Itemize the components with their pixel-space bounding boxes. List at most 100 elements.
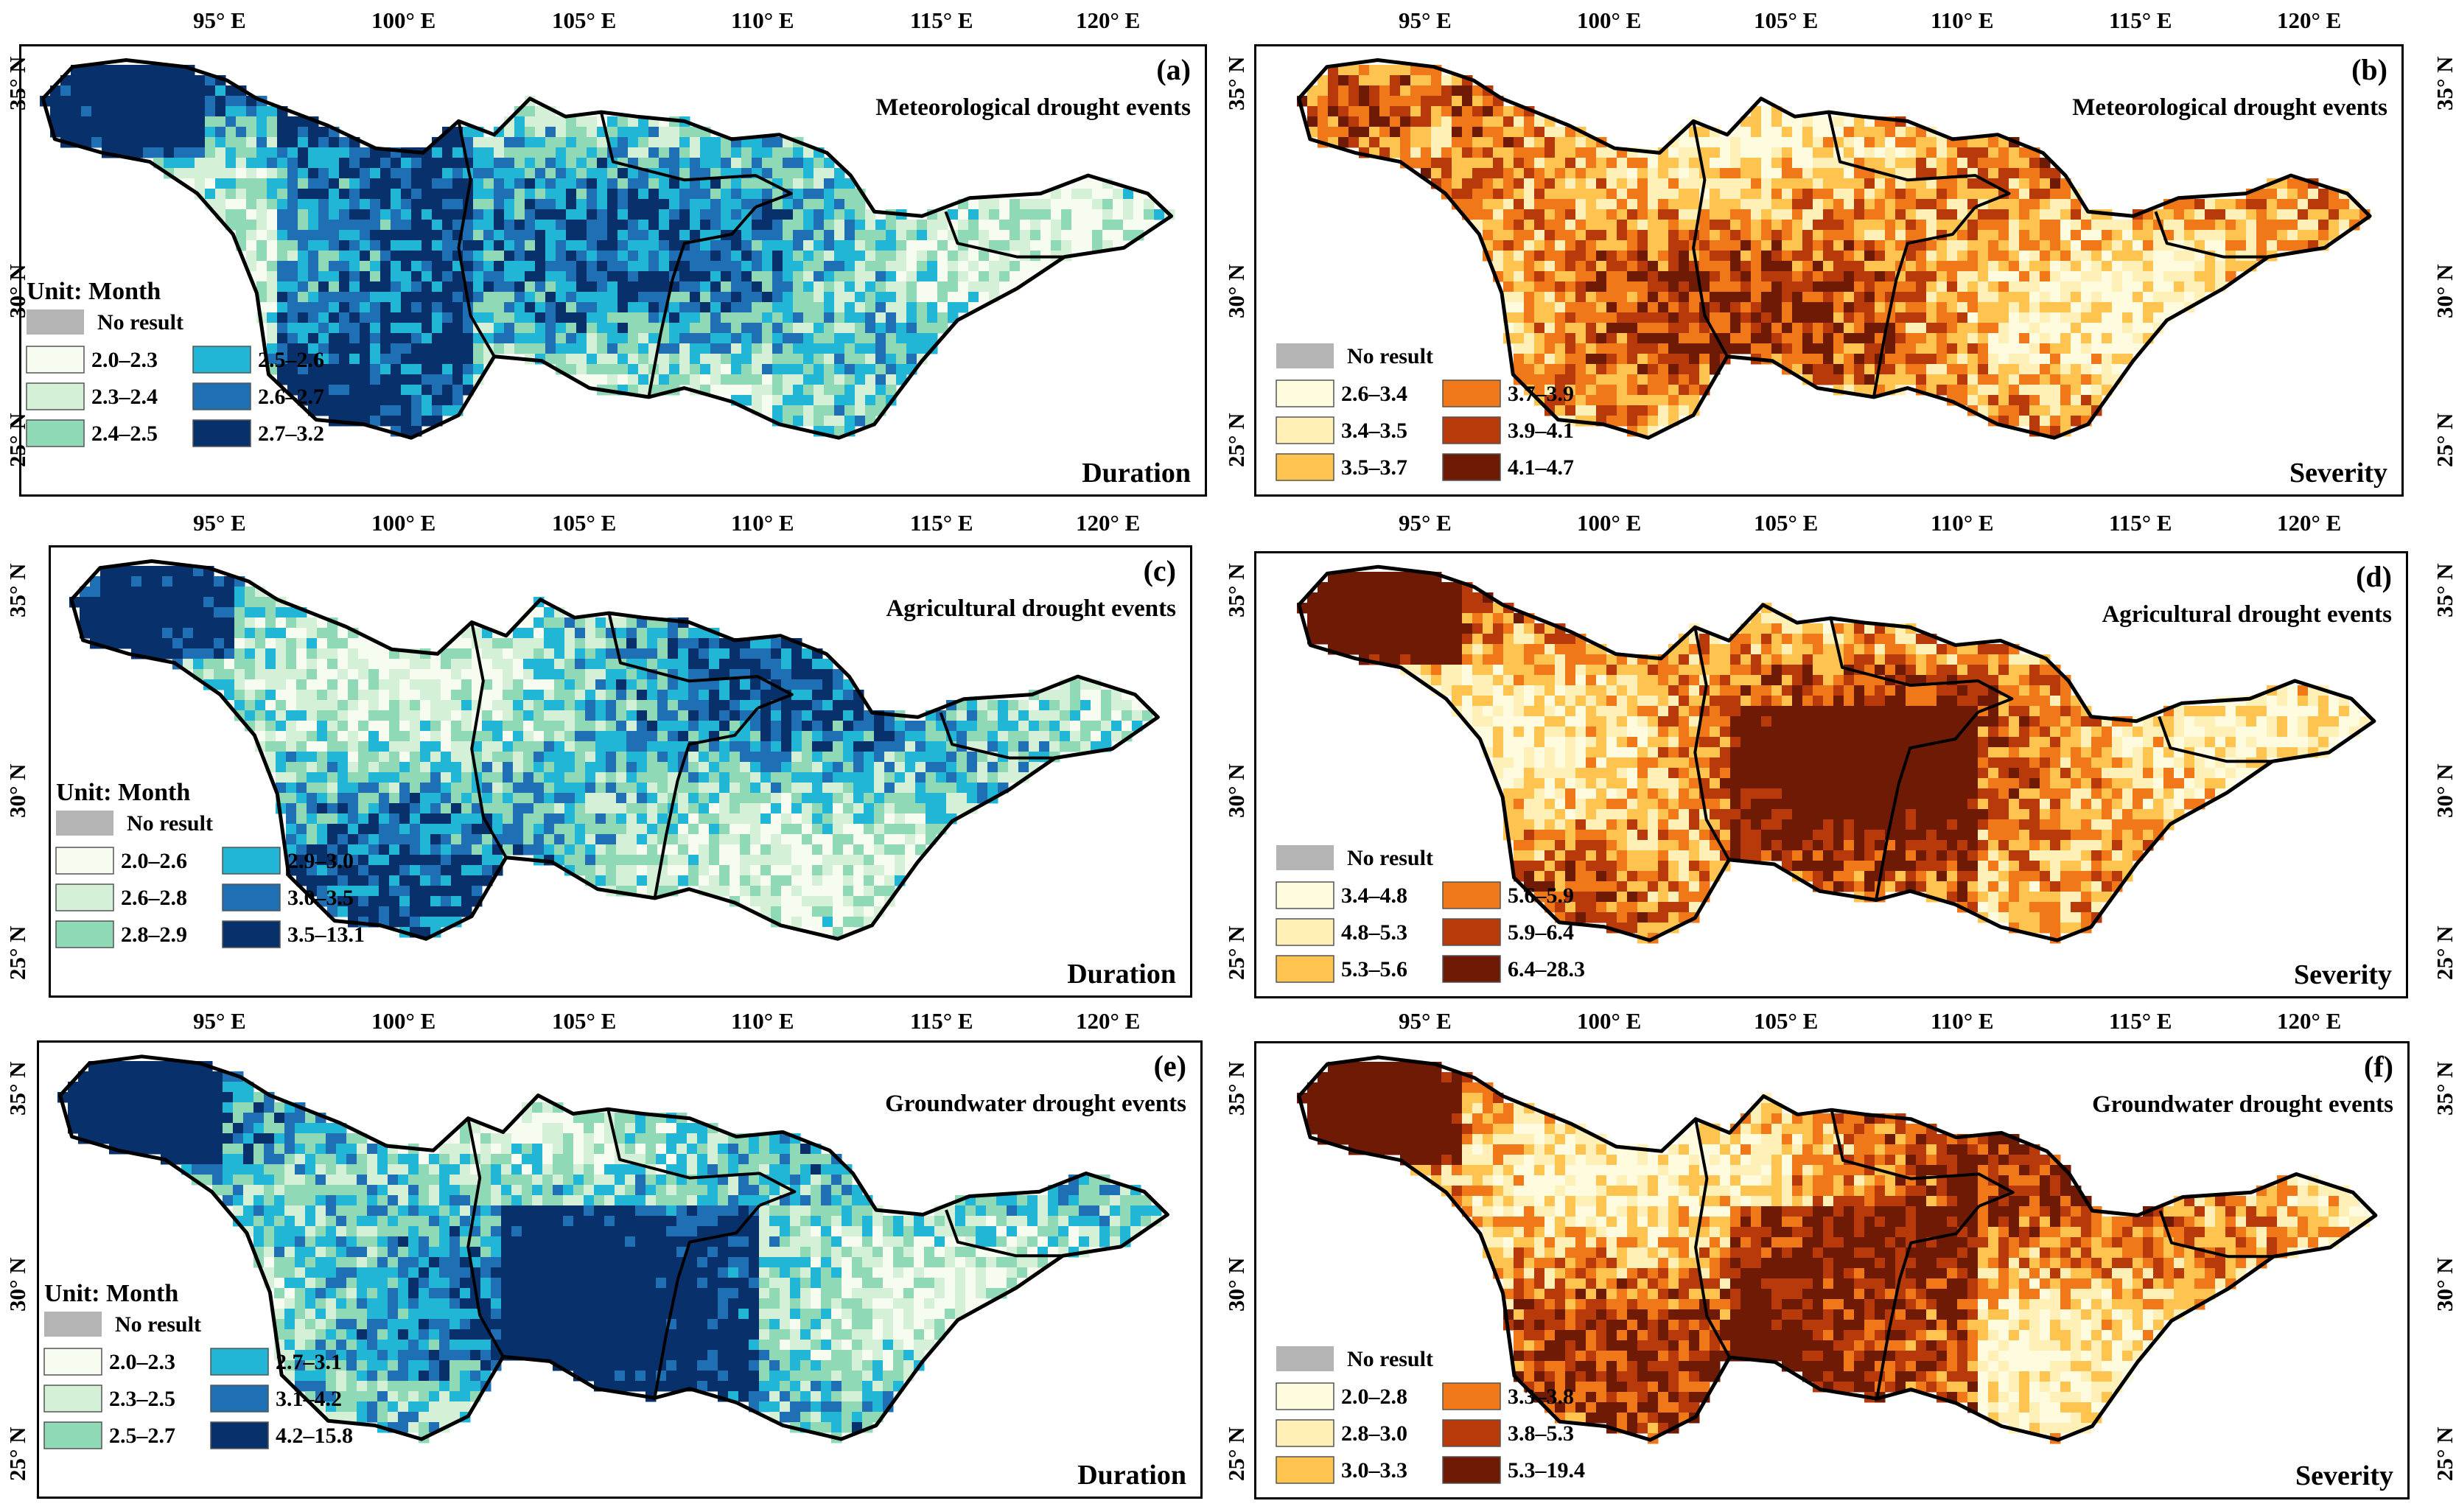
legend-swatch (43, 1348, 102, 1376)
latitude-label: 30° N (4, 264, 30, 318)
panel-tag: (f) (2364, 1050, 2393, 1083)
legend-swatch (210, 1385, 269, 1413)
unit-label: Unit: Month (27, 278, 161, 305)
sub-basin-boundary (607, 612, 794, 710)
legend-label: 2.3–2.4 (91, 385, 158, 409)
legend-label: 2.5–2.6 (258, 348, 324, 372)
legend-swatch (55, 920, 114, 948)
sub-basin-boundary (1829, 617, 2014, 714)
legend-swatch (1442, 881, 1501, 909)
legend-label: 5.3–19.4 (1508, 1458, 1585, 1483)
legend-label: 2.5–2.7 (109, 1424, 175, 1448)
legend-swatch (26, 346, 85, 374)
panel-tag: (d) (2356, 560, 2392, 593)
legend-swatch (1442, 955, 1501, 983)
raster-cells (1297, 572, 2371, 944)
legend-swatch (1442, 1419, 1501, 1447)
sub-basin-boundary (457, 121, 496, 357)
no-result-label: No result (1347, 846, 1433, 870)
latitude-label: 30° N (2432, 1257, 2456, 1312)
basin-outline (1297, 1055, 2378, 1442)
sub-basin-boundary (599, 111, 793, 209)
legend-swatch (192, 419, 251, 447)
latitude-label: 30° N (1223, 264, 1249, 318)
map-a: (a) Meteorological drought events Duration… (19, 44, 1207, 497)
longitude-label: 120° E (2277, 1008, 2342, 1034)
sub-basin-boundary (1830, 1109, 2015, 1208)
legend-label: 4.2–15.8 (276, 1424, 353, 1448)
latitude-label: 30° N (1223, 763, 1249, 818)
panel-c: (c) Agricultural drought events Duration Un… (49, 545, 1192, 998)
panel-title: Groundwater drought events (885, 1091, 1186, 1117)
legend-label: 2.0–2.8 (1341, 1385, 1407, 1409)
legend-swatch (222, 847, 281, 875)
longitude-label: 120° E (2277, 7, 2342, 33)
longitude-label: 105° E (1754, 1008, 1819, 1034)
legend-swatch (55, 847, 114, 875)
sub-basin-boundary (945, 1209, 1063, 1258)
legend-swatch (1442, 918, 1501, 946)
sub-basin-boundary (653, 1204, 761, 1399)
panel-b: (b) Meteorological drought events Severity… (1254, 44, 2404, 497)
unit-label: Unit: Month (56, 779, 190, 806)
legend-label: 2.7–3.1 (276, 1350, 342, 1374)
latitude-label: 35° N (4, 563, 30, 617)
longitude-label: 110° E (1931, 510, 1994, 536)
longitude-label: 100° E (371, 7, 436, 33)
sub-basin-boundary (1872, 206, 1977, 398)
legend-label: 3.9–4.1 (1508, 419, 1574, 443)
panel-frame (1254, 551, 2408, 998)
latitude-label: 30° N (4, 763, 30, 818)
no-result-label: No result (115, 1312, 201, 1337)
longitude-label: 105° E (1754, 510, 1819, 536)
legend-swatch (1276, 379, 1334, 407)
legend-label: 3.4–3.5 (1341, 419, 1407, 443)
latitude-label: 35° N (2432, 56, 2456, 111)
panel-tag: (c) (1144, 554, 1176, 587)
legend-swatch (1276, 416, 1334, 444)
no-result-swatch (56, 811, 113, 836)
sub-basin-boundary (944, 211, 1065, 259)
legend-swatch (1276, 1419, 1334, 1447)
map-b: (b) Meteorological drought events Severity… (1254, 44, 2404, 497)
legend-label: 2.6–2.8 (121, 886, 187, 910)
latitude-label: 25° N (1223, 925, 1249, 980)
legend-label: 2.8–2.9 (121, 923, 187, 947)
sub-basin-boundary (470, 622, 508, 858)
longitude-label: 120° E (2277, 510, 2342, 536)
latitude-label: 30° N (2432, 763, 2456, 818)
sub-basin-boundary (1875, 1205, 1981, 1399)
sub-basin-boundary (1692, 121, 1729, 357)
longitude-label: 110° E (731, 1008, 794, 1034)
raster-cells (1297, 1062, 2371, 1444)
longitude-label: 120° E (1076, 510, 1141, 536)
longitude-label: 115° E (2109, 7, 2172, 33)
latitude-label: 35° N (1223, 563, 1249, 617)
panel-title: Groundwater drought events (2092, 1091, 2393, 1118)
metric-label: Severity (2295, 1460, 2393, 1491)
longitude-label: 100° E (371, 510, 436, 536)
panel-title: Agricultural drought events (2102, 601, 2392, 628)
legend-label: 2.0–2.3 (109, 1350, 175, 1374)
latitude-label: 35° N (2432, 1061, 2456, 1116)
legend-swatch (192, 382, 251, 410)
latitude-label: 25° N (2432, 413, 2456, 467)
longitude-label: 115° E (2109, 510, 2172, 536)
longitude-label: 115° E (910, 510, 973, 536)
legend-label: 5.6–5.9 (1508, 883, 1574, 908)
legend-swatch (1276, 955, 1334, 983)
panel-tag: (a) (1156, 53, 1191, 86)
legend-label: 5.3–5.6 (1341, 957, 1407, 981)
legend-swatch (55, 883, 114, 911)
legend-swatch (26, 382, 85, 410)
latitude-label: 35° N (4, 56, 30, 111)
sub-basin-boundary (2158, 1210, 2274, 1259)
no-result-label: No result (1347, 344, 1433, 368)
legend-label: 2.3–2.5 (109, 1387, 175, 1411)
latitude-label: 30° N (1223, 1257, 1249, 1312)
legend-swatch (1276, 1382, 1334, 1410)
legend-label: 3.4–4.8 (1341, 883, 1407, 908)
legend-swatch (1276, 881, 1334, 909)
sub-basin-boundary (1875, 711, 1979, 900)
longitude-label: 110° E (1931, 1008, 1994, 1034)
